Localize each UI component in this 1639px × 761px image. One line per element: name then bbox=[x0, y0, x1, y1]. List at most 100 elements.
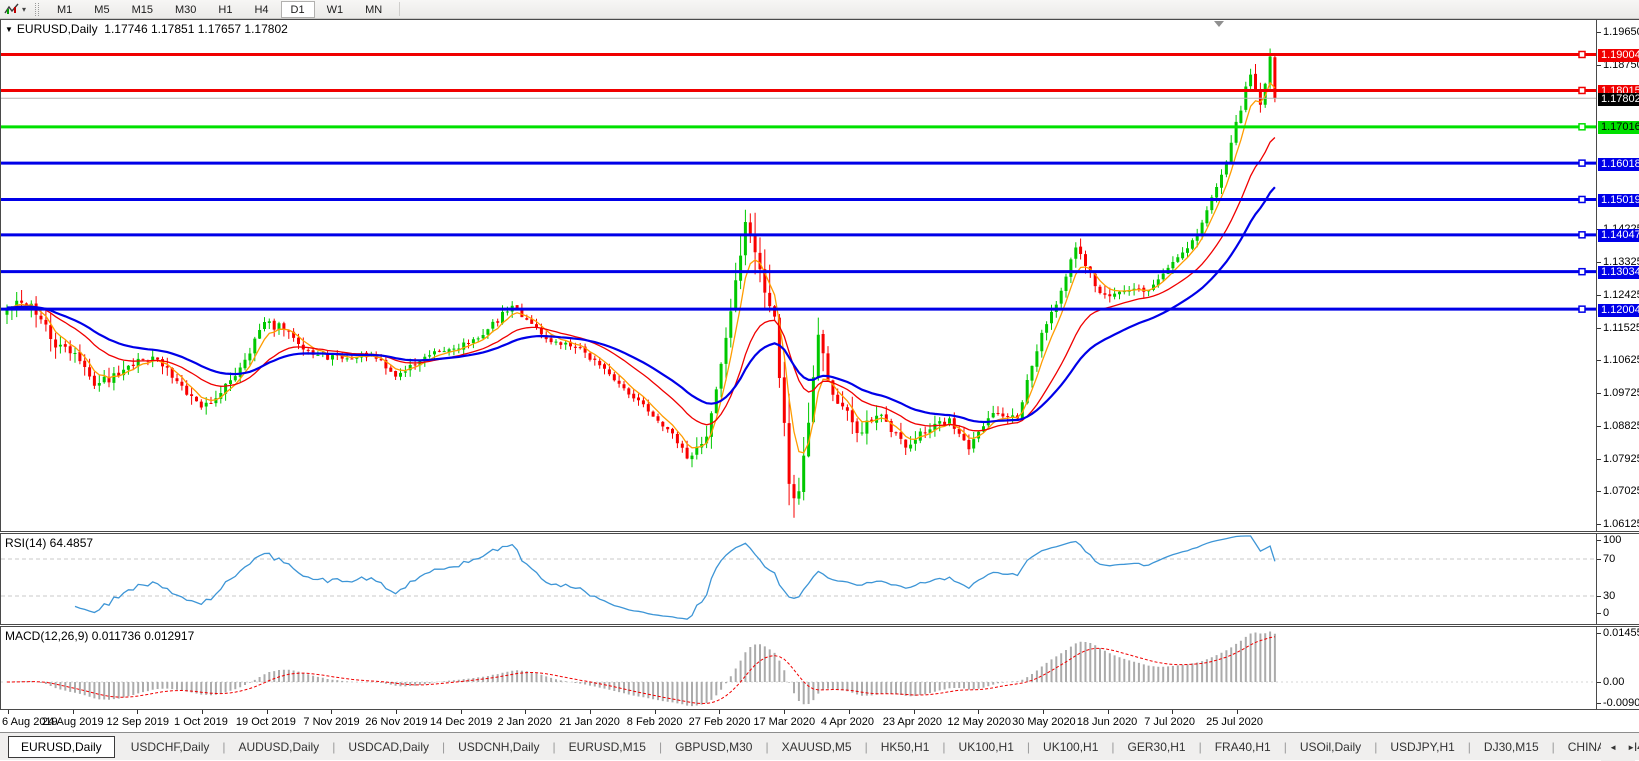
hline-handle-1.17016[interactable] bbox=[1578, 123, 1586, 131]
rsi-chart-canvas[interactable] bbox=[1, 534, 1597, 624]
rsi-tick-label: 100 bbox=[1603, 534, 1622, 546]
chart-tab-eurusd-daily[interactable]: EURUSD,Daily bbox=[8, 735, 115, 758]
rsi-line bbox=[74, 535, 1276, 620]
hline-handle-1.13034[interactable] bbox=[1578, 267, 1586, 276]
tab-separator: | bbox=[1026, 739, 1031, 754]
macd-tick-dash bbox=[1597, 682, 1601, 683]
price-tag-1.19004[interactable]: 1.19004 bbox=[1598, 48, 1639, 62]
timeframe-button-h1[interactable]: H1 bbox=[218, 3, 233, 16]
chart-tab-uk100-h1[interactable]: UK100,H1 bbox=[1043, 739, 1099, 754]
rsi-label: RSI(14) 64.4857 bbox=[5, 536, 94, 550]
chart-tab-ger30-h1[interactable]: GER30,H1 bbox=[1127, 739, 1186, 754]
chart-type-button[interactable]: ▾ bbox=[0, 0, 30, 18]
macd-tick-dash bbox=[1597, 703, 1601, 704]
hline-handle-1.15019[interactable] bbox=[1578, 195, 1586, 204]
timeframe-button-m1[interactable]: M1 bbox=[57, 3, 73, 16]
chevron-down-icon: ▾ bbox=[22, 4, 27, 14]
time-tick-mark bbox=[1236, 710, 1238, 714]
macd-chart-canvas[interactable] bbox=[1, 627, 1597, 709]
rsi-tick-label: 0 bbox=[1603, 607, 1610, 619]
hline-handle-1.12004[interactable] bbox=[1578, 305, 1586, 313]
tab-scroll-right-icon[interactable]: ► bbox=[1627, 742, 1635, 752]
hline-handle-1.18015[interactable] bbox=[1578, 86, 1586, 95]
bull-candle-bodies bbox=[5, 56, 1272, 499]
price-tick-label: 1.11525 bbox=[1603, 321, 1639, 334]
time-tick-label: 12 Sep 2019 bbox=[106, 716, 169, 728]
price-tick-label: 1.19650 bbox=[1603, 25, 1639, 38]
price-tick-dash bbox=[1597, 360, 1601, 362]
chart-shift-marker[interactable] bbox=[1214, 21, 1224, 27]
tab-separator: | bbox=[658, 739, 663, 754]
chart-tab-gbpusd-m30[interactable]: GBPUSD,M30 bbox=[675, 739, 753, 754]
chart-tab-xauusd-m5[interactable]: XAUUSD,M5 bbox=[781, 739, 852, 754]
timeframe-button-m15[interactable]: M15 bbox=[131, 3, 153, 16]
timeframe-button-w1[interactable]: W1 bbox=[326, 3, 344, 16]
price-tag-1.17016[interactable]: 1.17016 bbox=[1598, 121, 1639, 135]
chart-tab-hk50-h1[interactable]: HK50,H1 bbox=[880, 739, 930, 754]
tab-scroll-left-icon[interactable]: ◄ bbox=[1609, 742, 1618, 752]
macd-signal-line bbox=[7, 636, 1275, 705]
time-tick-mark bbox=[460, 710, 462, 714]
time-tick-mark bbox=[913, 710, 915, 714]
current-price-tag: 1.17802 bbox=[1598, 92, 1639, 106]
chart-tab-usdjpy-h1[interactable]: USDJPY,H1 bbox=[1390, 739, 1455, 754]
hline-handle-1.16018[interactable] bbox=[1578, 159, 1586, 167]
hline-handle-1.19004[interactable] bbox=[1578, 50, 1586, 59]
chart-tab-usdcad-daily[interactable]: USDCAD,Daily bbox=[348, 739, 429, 754]
price-tag-1.16018[interactable]: 1.16018 bbox=[1598, 157, 1639, 171]
tab-separator: | bbox=[442, 739, 446, 754]
toolbar-grip-handle[interactable] bbox=[35, 2, 40, 16]
rsi-indicator-window[interactable]: RSI(14) 64.4857 100 70 30 0 bbox=[0, 533, 1639, 625]
price-tag-1.15019[interactable]: 1.15019 bbox=[1598, 193, 1639, 207]
moving-average-medium[interactable] bbox=[7, 137, 1276, 432]
bear-candle-bodies bbox=[20, 57, 1277, 499]
price-tick-dash bbox=[1597, 262, 1601, 264]
macd-indicator-window[interactable]: MACD(12,26,9) 0.011736 0.012917 0.014556… bbox=[0, 626, 1639, 710]
chart-tab-eurusd-m15[interactable]: EURUSD,M15 bbox=[568, 739, 646, 754]
timeframe-buttons: M1 M5 M15 M30 H1 H4 D1 W1 MN bbox=[46, 0, 393, 18]
chart-tab-audusd-daily[interactable]: AUDUSD,Daily bbox=[238, 739, 320, 754]
timeframe-button-mn[interactable]: MN bbox=[365, 3, 383, 16]
price-tick-dash bbox=[1597, 524, 1601, 526]
chart-type-icon bbox=[4, 3, 19, 14]
price-tick-dash bbox=[1597, 393, 1601, 395]
chart-symbol-label: EURUSD,Daily bbox=[16, 22, 98, 36]
main-chart-window[interactable]: ▼ EURUSD,Daily 1.17746 1.17851 1.17657 1.… bbox=[0, 19, 1639, 532]
price-tick-dash bbox=[1597, 491, 1601, 493]
price-tag-1.12004[interactable]: 1.12004 bbox=[1598, 303, 1639, 317]
chart-tab-usdcnh-daily[interactable]: USDCNH,Daily bbox=[458, 739, 540, 754]
timeframe-button-h4[interactable]: H4 bbox=[254, 3, 269, 16]
time-tick-label: 26 Nov 2019 bbox=[365, 716, 428, 728]
chart-tab-usdchf-daily[interactable]: USDCHF,Daily bbox=[130, 739, 210, 754]
time-tick-label: 18 Jun 2020 bbox=[1076, 716, 1138, 728]
chart-tab-usoil-daily[interactable]: USOil,Daily bbox=[1299, 739, 1362, 754]
timeframe-button-d1[interactable]: D1 bbox=[280, 0, 315, 18]
tab-separator: | bbox=[222, 739, 226, 754]
hline-handle-1.14047[interactable] bbox=[1578, 231, 1586, 239]
chart-title: ▼ EURUSD,Daily 1.17746 1.17851 1.17657 1.… bbox=[5, 22, 288, 36]
price-tick-label: 1.07025 bbox=[1603, 485, 1639, 498]
time-tick-label: 14 Dec 2019 bbox=[429, 716, 493, 728]
tab-separator: | bbox=[864, 739, 868, 754]
rsi-axis[interactable]: 100 70 30 0 bbox=[1596, 534, 1639, 624]
time-tick-label: 2 Jan 2020 bbox=[497, 716, 552, 728]
price-tag-1.14047[interactable]: 1.14047 bbox=[1598, 229, 1639, 243]
time-tick-mark bbox=[396, 710, 398, 714]
timeframe-button-m30[interactable]: M30 bbox=[174, 3, 197, 16]
price-tick-label: 1.10625 bbox=[1603, 354, 1639, 367]
rsi-tick-label: 30 bbox=[1603, 590, 1616, 602]
price-tick-dash bbox=[1597, 425, 1601, 427]
chart-tab-uk100-h1[interactable]: UK100,H1 bbox=[958, 739, 1014, 754]
chart-tab-fra40-h1[interactable]: FRA40,H1 bbox=[1214, 739, 1271, 754]
macd-axis[interactable]: 0.014556 0.00 -0.009001 bbox=[1596, 627, 1639, 709]
time-tick-label: 8 Feb 2020 bbox=[626, 716, 683, 728]
price-tag-1.13034[interactable]: 1.13034 bbox=[1598, 266, 1639, 280]
timeframe-button-m5[interactable]: M5 bbox=[94, 3, 110, 16]
chart-tab-dj30-m15[interactable]: DJ30,M15 bbox=[1483, 739, 1539, 754]
price-tick-label: 1.09725 bbox=[1603, 387, 1639, 400]
time-axis[interactable]: 6 Aug 2019 24 Aug 2019 12 Sep 2019 1 Oct 20… bbox=[0, 710, 1639, 732]
price-chart-canvas[interactable] bbox=[1, 20, 1597, 531]
time-tick-mark bbox=[137, 710, 139, 714]
moving-average-slow[interactable] bbox=[7, 186, 1276, 424]
price-axis[interactable]: 1.196501.187501.142251.133251.124251.115… bbox=[1596, 20, 1639, 531]
